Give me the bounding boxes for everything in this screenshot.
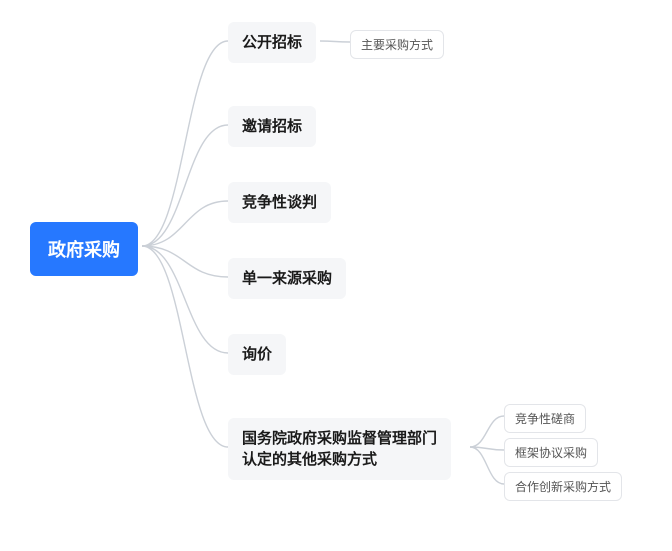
- leaf-b1c1[interactable]: 主要采购方式: [350, 30, 444, 59]
- branch-b6[interactable]: 国务院政府采购监督管理部门认定的其他采购方式: [228, 418, 451, 480]
- branch-b4[interactable]: 单一来源采购: [228, 258, 346, 299]
- mindmap-canvas: 政府采购 公开招标 主要采购方式邀请招标竞争性谈判单一来源采购询价国务院政府采购监…: [0, 0, 672, 551]
- leaf-b6c2[interactable]: 框架协议采购: [504, 438, 598, 467]
- branch-b5[interactable]: 询价: [228, 334, 286, 375]
- branch-b2[interactable]: 邀请招标: [228, 106, 316, 147]
- branch-b3[interactable]: 竞争性谈判: [228, 182, 331, 223]
- leaf-b6c1[interactable]: 竞争性磋商: [504, 404, 586, 433]
- root-node[interactable]: 政府采购: [30, 222, 138, 276]
- leaf-b6c3[interactable]: 合作创新采购方式: [504, 472, 622, 501]
- branch-b1[interactable]: 公开招标: [228, 22, 316, 63]
